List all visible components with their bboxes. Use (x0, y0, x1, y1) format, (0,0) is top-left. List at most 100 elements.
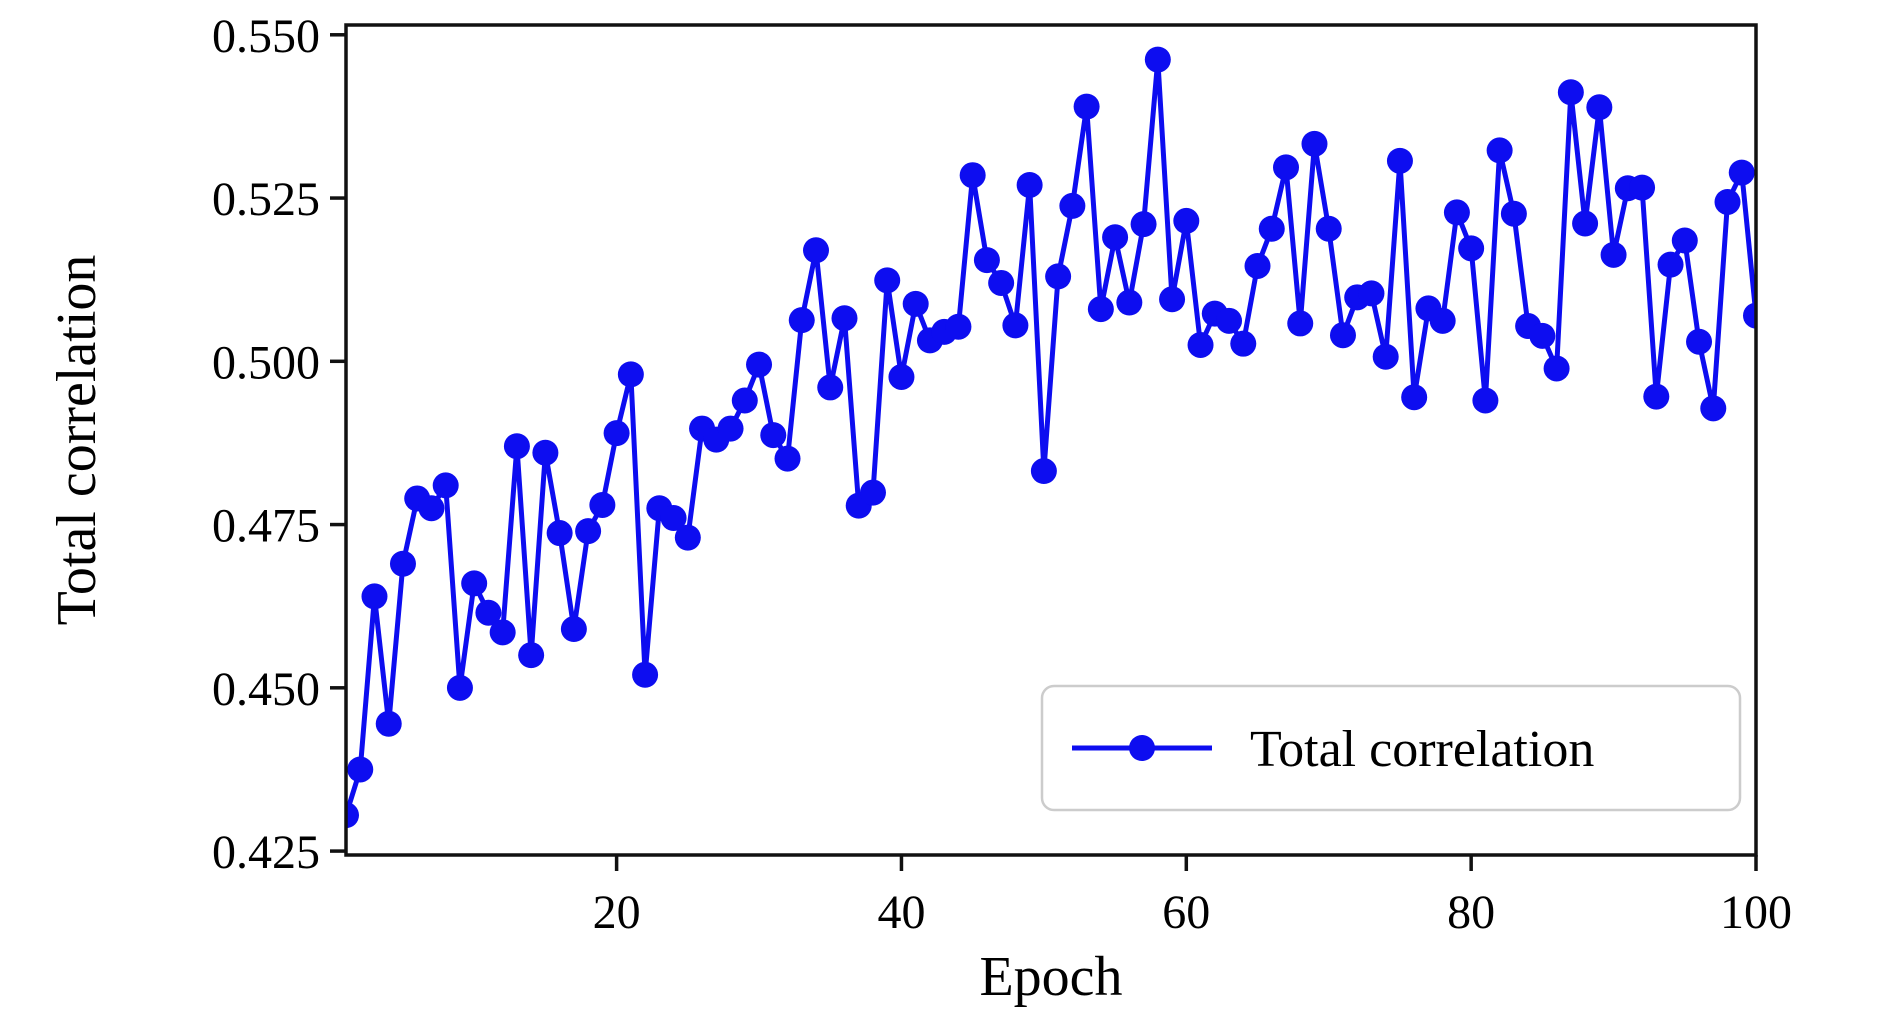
data-point (1386, 147, 1413, 174)
data-point (418, 495, 445, 522)
data-point (1073, 93, 1100, 120)
data-point (617, 361, 644, 388)
x-tick-label: 100 (1720, 886, 1792, 939)
data-point (603, 420, 630, 447)
data-point (589, 491, 616, 518)
data-point (831, 305, 858, 332)
legend-sample-marker (1129, 735, 1155, 761)
x-tick-label: 60 (1162, 886, 1210, 939)
data-point (1244, 252, 1271, 279)
data-point (361, 583, 388, 610)
data-point (817, 374, 844, 401)
x-tick-label: 80 (1447, 886, 1495, 939)
data-point (1016, 171, 1043, 198)
data-point (532, 439, 559, 466)
data-point (1714, 188, 1741, 215)
data-point (389, 550, 416, 577)
y-axis-label: Total correlation (46, 255, 108, 626)
data-point (1600, 241, 1627, 268)
data-point (503, 433, 530, 460)
data-point (874, 267, 901, 294)
data-point (1216, 307, 1243, 334)
data-point (1743, 302, 1756, 329)
data-point (1159, 286, 1186, 313)
data-point (432, 472, 459, 499)
data-point (518, 642, 545, 669)
data-point (1543, 355, 1570, 382)
data-point (1429, 307, 1456, 334)
data-point (731, 387, 758, 414)
axis-tick-labels: 20 40 60 80 100 0.425 0.450 0.475 0.500 0.525 0.55… (212, 10, 1792, 939)
data-point (1173, 207, 1200, 234)
data-point (1686, 328, 1713, 355)
legend: Total correlation (1040, 684, 1742, 812)
data-point (1315, 215, 1342, 242)
plot-border (344, 23, 1758, 857)
data-point (945, 313, 972, 340)
data-point (1087, 296, 1114, 323)
legend-label: Total correlation (1250, 721, 1594, 778)
data-point (1700, 395, 1727, 422)
legend-box (1040, 684, 1742, 812)
data-point (1586, 94, 1613, 121)
data-point (560, 616, 587, 643)
data-point (1187, 331, 1214, 358)
data-point (347, 756, 374, 783)
data-point (375, 710, 402, 737)
series-line (346, 57, 1756, 816)
data-point (1557, 79, 1584, 106)
x-axis-label: Epoch (979, 946, 1122, 1008)
data-point (1144, 46, 1171, 73)
data-point (461, 570, 488, 597)
data-point (902, 290, 929, 317)
data-point (1002, 312, 1029, 339)
data-point (717, 415, 744, 442)
data-point (632, 661, 659, 688)
data-point (1572, 210, 1599, 237)
data-point (1030, 458, 1057, 485)
data-point (1358, 280, 1385, 307)
data-point (1230, 330, 1257, 357)
x-tick-label: 20 (593, 886, 641, 939)
data-point (803, 237, 829, 264)
y-tick-label: 0.550 (212, 10, 320, 63)
data-point (1643, 383, 1670, 410)
data-point (674, 524, 701, 551)
y-tick-label: 0.450 (212, 663, 320, 716)
y-tick-label: 0.475 (212, 500, 320, 553)
data-point (1728, 159, 1755, 186)
data-point (746, 351, 773, 378)
data-point (1287, 310, 1314, 337)
data-point (1059, 192, 1086, 219)
y-tick-label: 0.500 (212, 336, 320, 389)
data-point (475, 599, 502, 626)
data-point (788, 307, 815, 334)
axis-ticks (330, 33, 1758, 871)
data-point (575, 518, 602, 545)
data-point (988, 269, 1015, 296)
data-point (546, 520, 573, 547)
data-point (774, 445, 801, 472)
data-point (1102, 224, 1129, 251)
y-tick-label: 0.425 (212, 826, 320, 879)
data-point (1372, 343, 1399, 370)
data-point (1500, 200, 1527, 227)
data-point (1258, 215, 1285, 242)
data-point (1273, 154, 1299, 181)
y-tick-label: 0.525 (212, 173, 320, 226)
data-point (660, 505, 687, 532)
data-point (1486, 137, 1513, 164)
data-point (1529, 322, 1556, 349)
data-point (1472, 387, 1499, 414)
data-point (1443, 199, 1470, 226)
data-point (1458, 235, 1485, 262)
x-tick-label: 40 (877, 886, 925, 939)
data-point (1401, 384, 1428, 411)
data-point (888, 363, 915, 390)
data-point (1671, 227, 1698, 254)
data-point (1116, 289, 1143, 316)
data-point (446, 674, 473, 701)
data-point (489, 619, 516, 646)
